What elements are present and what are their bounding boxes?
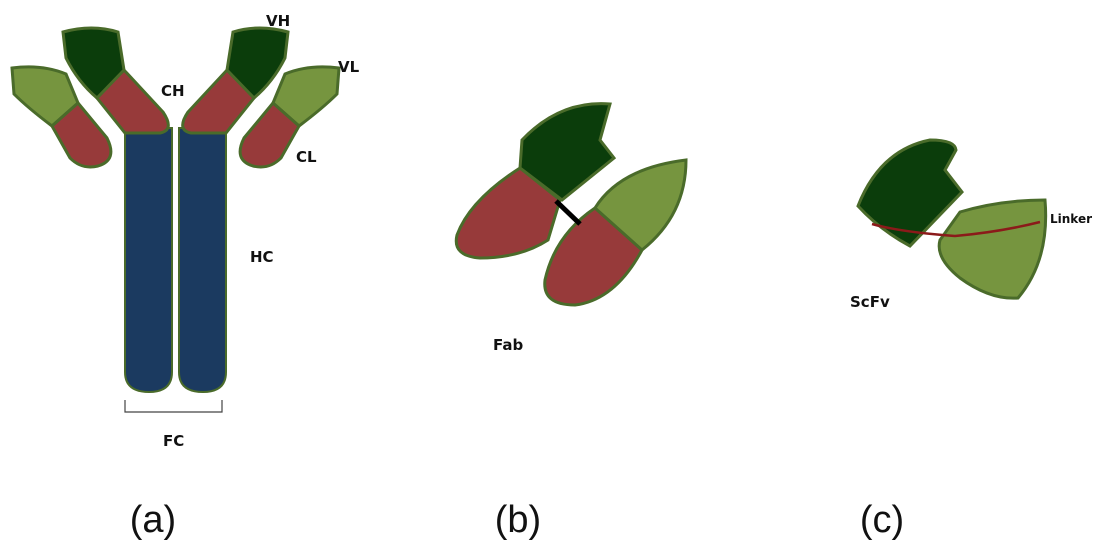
label: VL — [338, 58, 360, 76]
ch-domain — [454, 166, 562, 260]
heavy-chain-right — [178, 127, 227, 394]
vh-domain — [518, 102, 617, 202]
label: ScFv — [850, 293, 890, 311]
arm-right — [181, 26, 341, 169]
vh-domain — [856, 138, 964, 248]
vh-domain — [61, 26, 126, 101]
label: CL — [296, 148, 317, 166]
vh-domain — [225, 26, 290, 101]
label: FC — [163, 432, 184, 450]
fab — [454, 102, 688, 307]
linker — [871, 220, 1041, 238]
scfv — [856, 138, 1048, 300]
fc-bracket — [124, 400, 223, 413]
linker — [554, 199, 582, 226]
caption: (b) — [495, 499, 541, 541]
heavy-chain-left — [124, 127, 173, 394]
label: HC — [250, 248, 274, 266]
ch-domain — [95, 67, 170, 135]
cl-domain — [543, 206, 644, 307]
label: VH — [266, 12, 290, 30]
antibody — [10, 26, 341, 413]
ch-domain — [181, 67, 256, 135]
caption: (a) — [130, 499, 176, 541]
label: Fab — [493, 336, 523, 354]
vl-domain — [937, 198, 1048, 300]
cl-domain — [238, 100, 301, 169]
caption: (c) — [860, 499, 904, 541]
cl-domain — [50, 100, 113, 169]
arm-left — [10, 26, 170, 169]
vl-domain — [593, 158, 688, 252]
label: Linker — [1050, 212, 1092, 226]
label: CH — [161, 82, 185, 100]
